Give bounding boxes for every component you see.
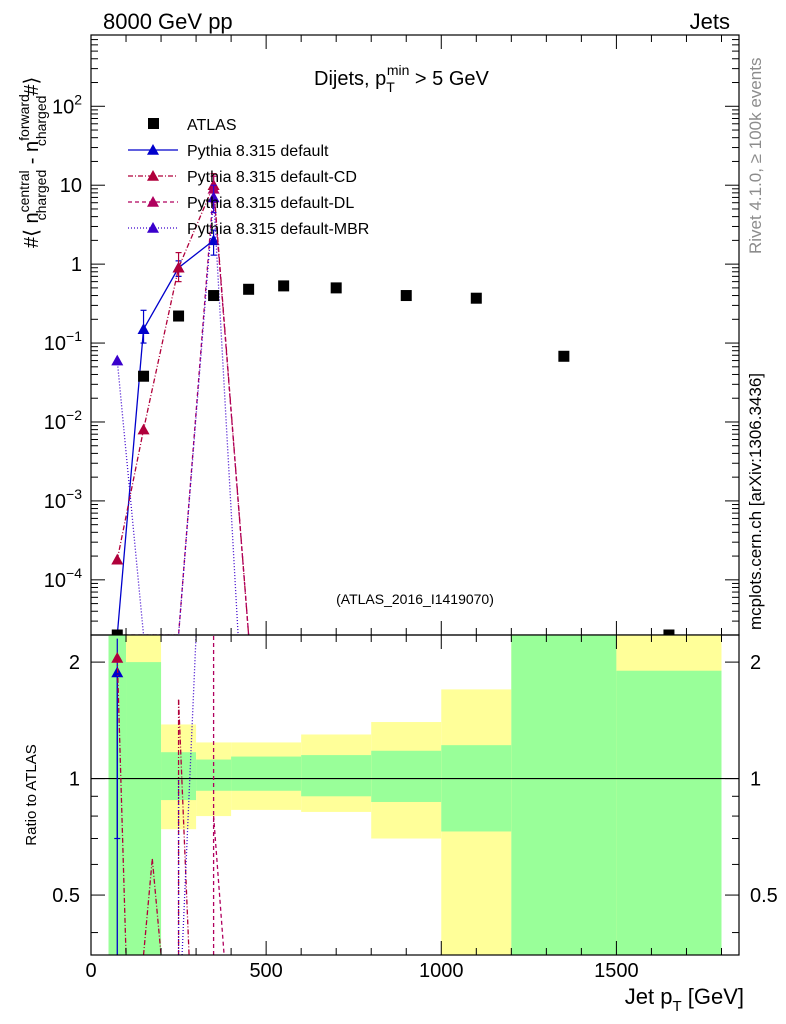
y-tick-label: 10−2	[44, 407, 82, 434]
data-point	[663, 629, 675, 635]
data-point	[558, 350, 570, 362]
legend: ATLAS Pythia 8.315 default Pythia 8.315 de…	[128, 117, 369, 238]
ratio-point-1	[111, 651, 124, 663]
x-tick-label: 1500	[594, 960, 639, 982]
y-axis-label: #⟨ ncentralcharged - nforwardcharged#⟩	[16, 77, 49, 248]
ratio-series-line-1	[116, 657, 127, 955]
y-tick-label: 10−4	[44, 565, 82, 592]
legend-label-1: Pythia 8.315 default-CD	[187, 169, 357, 186]
ratio-tick-label-right: 1	[750, 769, 761, 791]
series-point-0	[207, 234, 220, 246]
y-tick-label: 10−3	[44, 486, 82, 513]
x-tick-label: 500	[249, 960, 282, 982]
y-tick-label: 10−1	[44, 328, 82, 355]
ratio-tick-label-right: 2	[750, 652, 761, 674]
header-left: 8000 GeV pp	[103, 9, 233, 34]
ratio-tick-label-left: 2	[69, 652, 80, 674]
legend-marker-atlas	[148, 118, 159, 129]
chart-title: Dijets, pTmin > 5 GeV	[314, 62, 490, 95]
ratio-series-line-2	[212, 816, 225, 955]
y-tick-label: 10	[60, 175, 82, 197]
data-point	[138, 370, 150, 382]
series-point-1	[111, 553, 124, 565]
ratio-tick-label-left: 1	[69, 769, 80, 791]
data-point	[208, 290, 220, 302]
ratio-tick-label-right: 0.5	[750, 885, 778, 907]
ratio-series-line-1	[177, 699, 190, 955]
legend-label-2: Pythia 8.315 default-DL	[187, 195, 354, 212]
x-tick-label: 0	[85, 960, 96, 982]
x-axis-label: Jet pT [GeV]	[625, 984, 744, 1015]
y-tick-label: 1	[71, 254, 82, 276]
legend-marker-3	[147, 222, 159, 233]
header-right: Jets	[690, 9, 730, 34]
series-line-3	[116, 197, 239, 635]
series-point-0	[137, 323, 150, 334]
legend-marker-1	[147, 170, 159, 181]
ratio-y-label: Ratio to ATLAS	[23, 744, 40, 845]
ratio-band-inner	[126, 662, 162, 955]
ratio-tick-label-left: 0.5	[52, 885, 80, 907]
ratio-frame	[90, 634, 740, 956]
y-tick-label: 102	[52, 91, 82, 118]
ratio-panel	[90, 634, 740, 956]
rivet-label: Rivet 4.1.0, ≥ 100k events	[746, 58, 765, 254]
series-line-0	[116, 239, 214, 635]
ratio-band-inner	[441, 745, 512, 832]
series-point-1	[172, 261, 185, 273]
ratio-series-line-1	[151, 858, 162, 955]
series-point-3	[111, 354, 124, 366]
data-point	[173, 310, 185, 322]
legend-label-atlas: ATLAS	[187, 117, 237, 134]
ratio-band-inner	[301, 755, 372, 797]
data-point	[243, 283, 255, 295]
series-point-3	[207, 191, 220, 203]
legend-label-3: Pythia 8.315 default-MBR	[187, 221, 369, 238]
data-point	[400, 290, 412, 302]
legend-marker-2	[147, 196, 159, 207]
x-tick-label: 1000	[419, 960, 464, 982]
data-point	[111, 629, 123, 635]
legend-marker-0	[147, 144, 159, 155]
series-point-1	[137, 423, 150, 435]
data-point	[330, 282, 342, 294]
ratio-series-line-1	[142, 858, 153, 955]
analysis-label: (ATLAS_2016_I1419070)	[336, 591, 494, 607]
ratio-band-inner	[511, 635, 617, 955]
ratio-band-inner	[231, 756, 302, 791]
ratio-band-inner	[616, 670, 722, 955]
ratio-band-inner	[371, 750, 442, 802]
main-panel	[90, 34, 740, 636]
legend-label-0: Pythia 8.315 default	[187, 143, 329, 160]
mcplots-label: mcplots.cern.ch [arXiv:1306.3436]	[746, 373, 765, 630]
data-point	[278, 280, 290, 292]
series-line-2	[117, 188, 250, 635]
data-point	[470, 292, 482, 304]
